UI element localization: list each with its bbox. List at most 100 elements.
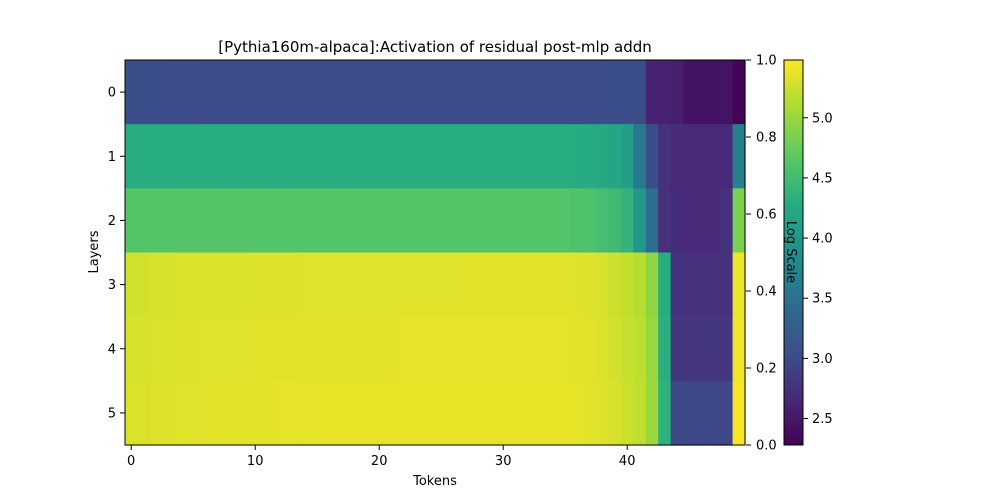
heatmap-cell (720, 124, 734, 189)
heatmap-cell (187, 252, 200, 318)
heatmap-cell (149, 188, 163, 254)
heatmap-cell (249, 124, 262, 189)
heatmap-cell (174, 188, 188, 254)
heatmap-cell (571, 252, 585, 318)
heatmap-cell (373, 124, 386, 189)
heatmap-cell (472, 60, 486, 125)
secondary-tick-label: 0.8 (756, 131, 777, 146)
heatmap-cell (323, 252, 337, 318)
heatmap-cell (125, 124, 138, 189)
heatmap-cell (360, 380, 374, 446)
heatmap-cell (211, 316, 225, 382)
plot-frame (124, 59, 746, 446)
heatmap-cell (137, 188, 151, 254)
heatmap-cell (683, 188, 696, 254)
heatmap-cell (286, 316, 300, 382)
heatmap-cell (497, 188, 510, 254)
heatmap-cell (621, 124, 634, 189)
heatmap-cell (249, 316, 262, 382)
heatmap-cell (149, 252, 163, 318)
heatmap-cell (187, 124, 200, 189)
heatmap-cell (360, 124, 374, 189)
heatmap-cell (645, 124, 659, 189)
heatmap-cell (720, 252, 734, 318)
heatmap-cell (187, 316, 200, 382)
heatmap-cell (509, 252, 523, 318)
x-tick-label: 0 (127, 454, 135, 469)
heatmap-cell (621, 316, 634, 382)
x-tick-label: 10 (247, 454, 264, 469)
heatmap-cell (596, 252, 610, 318)
heatmap-cell (484, 380, 498, 446)
heatmap-cell (249, 380, 262, 446)
colorbar-frame (783, 59, 804, 446)
heatmap-cell (199, 252, 213, 318)
heatmap-cell (546, 188, 560, 254)
heatmap-cell (311, 252, 324, 318)
heatmap-cell (459, 380, 473, 446)
heatmap-cell (509, 188, 523, 254)
heatmap-cell (323, 380, 337, 446)
heatmap-cell (335, 252, 349, 318)
heatmap-cell (695, 380, 709, 446)
chart-title: [Pythia160m-alpaca]:Activation of residu… (218, 38, 652, 56)
heatmap-cell (732, 60, 746, 125)
heatmap-cell (211, 124, 225, 189)
heatmap-cell (658, 380, 672, 446)
heatmap-cell (484, 60, 498, 125)
secondary-tick-label: 0.4 (756, 285, 777, 300)
heatmap-cell (732, 124, 746, 189)
heatmap-cell (571, 380, 585, 446)
heatmap-cell (521, 316, 535, 382)
heatmap-cell (658, 124, 672, 189)
heatmap-cell (211, 252, 225, 318)
heatmap-cell (298, 380, 312, 446)
y-tick-label: 5 (108, 406, 116, 421)
heatmap-cell (670, 252, 684, 318)
heatmap-cell (670, 380, 684, 446)
heatmap-cell (273, 124, 287, 189)
heatmap-cell (373, 60, 386, 125)
heatmap-cell (422, 124, 436, 189)
heatmap-cell (621, 60, 634, 125)
heatmap-cell (261, 124, 275, 189)
heatmap-cell (311, 124, 324, 189)
heatmap-cell (261, 252, 275, 318)
heatmap-cell (373, 380, 386, 446)
heatmap-cell (224, 252, 238, 318)
heatmap-cell (385, 60, 399, 125)
heatmap-cell (732, 188, 746, 254)
heatmap-cell (422, 60, 436, 125)
heatmap-cell (199, 380, 213, 446)
heatmap-cell (162, 252, 176, 318)
heatmap-cell (125, 380, 138, 446)
secondary-tick-label: 0.2 (756, 362, 777, 377)
heatmap-cell (670, 60, 684, 125)
heatmap-cell (447, 124, 461, 189)
heatmap-cell (397, 380, 411, 446)
heatmap-cell (174, 380, 188, 446)
heatmap-cell (571, 188, 585, 254)
heatmap-cell (695, 124, 709, 189)
heatmap-cell (149, 60, 163, 125)
heatmap-cell (385, 316, 399, 382)
heatmap-cell (137, 60, 151, 125)
heatmap-cell (608, 124, 622, 189)
heatmap-cell (236, 60, 250, 125)
heatmap-cell (596, 60, 610, 125)
heatmap-cell (521, 252, 535, 318)
heatmap-cell (559, 60, 572, 125)
heatmap-cell (583, 60, 597, 125)
heatmap-cell (521, 60, 535, 125)
heatmap-cell (249, 252, 262, 318)
heatmap-cell (224, 380, 238, 446)
heatmap-cell (298, 60, 312, 125)
heatmap-cell (286, 60, 300, 125)
heatmap-cell (323, 316, 337, 382)
heatmap-cell (261, 316, 275, 382)
heatmap-cells (125, 60, 746, 446)
heatmap-cell (534, 316, 548, 382)
y-tick-label: 0 (108, 86, 116, 101)
heatmap-cell (559, 188, 572, 254)
